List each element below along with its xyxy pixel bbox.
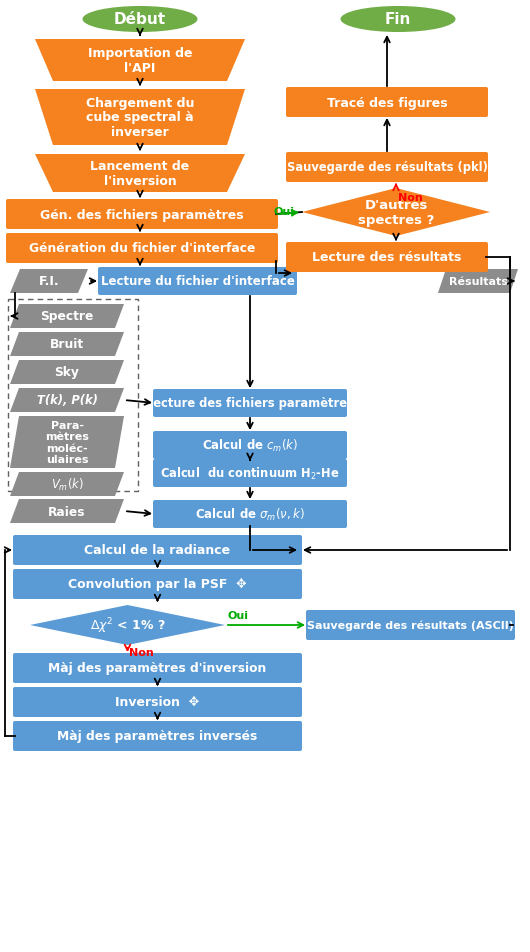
Text: Génération du fichier d'interface: Génération du fichier d'interface [29, 242, 255, 255]
Text: Lecture des fichiers paramètres: Lecture des fichiers paramètres [146, 397, 354, 410]
Text: D'autres
spectres ?: D'autres spectres ? [358, 199, 434, 227]
Text: Lecture des résultats: Lecture des résultats [312, 251, 462, 265]
Text: Importation de
l'API: Importation de l'API [88, 47, 192, 75]
FancyBboxPatch shape [286, 243, 488, 272]
Polygon shape [10, 417, 124, 468]
Text: Tracé des figures: Tracé des figures [326, 96, 447, 109]
Text: Màj des paramètres d'inversion: Màj des paramètres d'inversion [48, 662, 267, 675]
Text: Non: Non [398, 193, 423, 203]
Text: Raies: Raies [48, 505, 86, 518]
FancyBboxPatch shape [153, 460, 347, 487]
FancyBboxPatch shape [306, 610, 515, 641]
Ellipse shape [340, 7, 455, 33]
Text: Gén. des fichiers paramètres: Gén. des fichiers paramètres [40, 208, 244, 221]
FancyBboxPatch shape [13, 569, 302, 600]
FancyBboxPatch shape [6, 234, 278, 264]
Text: Calcul de $\sigma_m(\nu, k)$: Calcul de $\sigma_m(\nu, k)$ [195, 506, 305, 523]
Text: Sky: Sky [55, 367, 80, 379]
Polygon shape [10, 500, 124, 524]
Text: Sauvegarde des résultats (ASCII): Sauvegarde des résultats (ASCII) [307, 620, 514, 630]
Polygon shape [438, 269, 518, 293]
Text: T(k), P(k): T(k), P(k) [37, 394, 98, 407]
Text: $V_m(k)$: $V_m(k)$ [51, 476, 83, 492]
FancyBboxPatch shape [6, 200, 278, 229]
Ellipse shape [83, 7, 198, 33]
Text: Inversion  ✥: Inversion ✥ [116, 696, 200, 708]
Text: Màj des paramètres inversés: Màj des paramètres inversés [57, 730, 258, 743]
FancyBboxPatch shape [13, 535, 302, 565]
FancyBboxPatch shape [286, 153, 488, 183]
Polygon shape [35, 40, 245, 82]
Polygon shape [35, 89, 245, 146]
Text: Calcul  du continuum H$_2$-He: Calcul du continuum H$_2$-He [161, 466, 340, 482]
Text: Oui: Oui [273, 207, 294, 217]
Text: Bruit: Bruit [50, 338, 84, 351]
FancyBboxPatch shape [13, 653, 302, 684]
Text: Chargement du
cube spectral à
inverser: Chargement du cube spectral à inverser [86, 96, 194, 139]
Polygon shape [10, 305, 124, 328]
Polygon shape [10, 388, 124, 412]
Polygon shape [10, 332, 124, 357]
FancyBboxPatch shape [153, 389, 347, 418]
Polygon shape [302, 188, 490, 237]
Polygon shape [10, 361, 124, 385]
Text: F.I.: F.I. [39, 275, 59, 288]
FancyBboxPatch shape [98, 268, 297, 296]
Text: Non: Non [129, 647, 154, 657]
Bar [8, 300, 138, 491]
Text: Calcul de $c_m(k)$: Calcul de $c_m(k)$ [202, 438, 298, 453]
Polygon shape [10, 472, 124, 497]
Text: Début: Début [114, 12, 166, 28]
Polygon shape [30, 605, 225, 645]
Text: $\Delta\chi^2$ < 1% ?: $\Delta\chi^2$ < 1% ? [90, 616, 165, 635]
Text: Fin: Fin [385, 12, 411, 28]
Text: Lancement de
l'inversion: Lancement de l'inversion [91, 160, 190, 188]
Text: Para-
mètres
moléc-
ulaires: Para- mètres moléc- ulaires [45, 420, 89, 465]
FancyBboxPatch shape [13, 687, 302, 717]
Text: Sauvegarde des résultats (pkl): Sauvegarde des résultats (pkl) [287, 161, 488, 174]
Text: Spectre: Spectre [40, 310, 94, 323]
Text: Calcul de la radiance: Calcul de la radiance [84, 544, 231, 557]
Text: Résultats: Résultats [448, 277, 507, 287]
Text: Oui: Oui [227, 610, 248, 621]
Polygon shape [10, 269, 88, 293]
FancyBboxPatch shape [153, 501, 347, 528]
FancyBboxPatch shape [153, 431, 347, 460]
Polygon shape [35, 155, 245, 193]
FancyBboxPatch shape [286, 88, 488, 118]
Text: Convolution par la PSF  ✥: Convolution par la PSF ✥ [68, 578, 247, 591]
Text: Lecture du fichier d'interface: Lecture du fichier d'interface [101, 275, 295, 288]
FancyBboxPatch shape [13, 722, 302, 751]
